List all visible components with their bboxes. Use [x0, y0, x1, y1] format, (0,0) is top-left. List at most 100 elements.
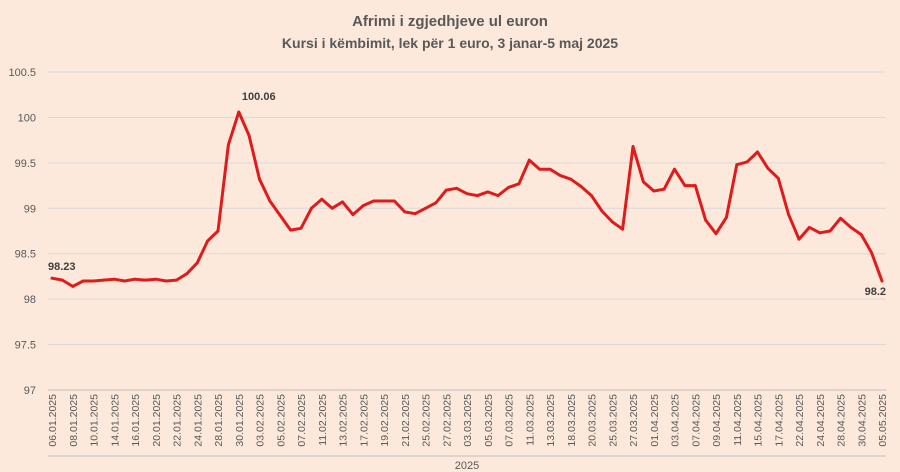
data-point: [226, 143, 230, 147]
data-point: [237, 110, 241, 114]
data-point: [880, 279, 884, 283]
data-point: [517, 182, 521, 186]
x-axis-label: 2025: [455, 460, 479, 472]
data-point: [154, 277, 158, 281]
data-point: [797, 237, 801, 241]
chart-subtitle: Kursi i këmbimit, lek për 1 euro, 3 jana…: [282, 35, 618, 51]
x-tick-label: 28.04.2025: [836, 394, 848, 447]
x-tick-label: 19.02.2025: [379, 394, 391, 447]
data-point: [50, 276, 54, 280]
data-point: [839, 216, 842, 220]
x-tick-label: 15.04.2025: [753, 394, 765, 447]
data-labels: 98.23 100.06 98.2: [48, 91, 886, 298]
x-tick-label: 27.03.2025: [628, 394, 640, 447]
data-point: [102, 278, 106, 282]
data-point: [413, 212, 417, 216]
data-point: [372, 199, 376, 203]
data-point: [579, 185, 583, 188]
data-point: [569, 177, 573, 181]
y-tick-label: 98.5: [15, 249, 36, 261]
data-label: 98.23: [48, 261, 76, 273]
data-point: [548, 167, 552, 171]
data-point: [683, 184, 687, 187]
x-tick-label: 09.04.2025: [711, 394, 723, 447]
data-point: [590, 194, 593, 197]
data-point: [361, 204, 365, 207]
data-point: [693, 184, 697, 187]
data-point: [60, 278, 64, 282]
data-point: [486, 190, 490, 194]
y-tick-label: 97: [24, 385, 36, 397]
x-tick-label: 11.02.2025: [317, 394, 329, 446]
data-point: [455, 186, 459, 190]
data-point: [112, 277, 116, 281]
data-point: [558, 174, 562, 177]
x-tick-label: 05.02.2025: [275, 394, 287, 447]
data-point: [299, 226, 303, 230]
data-point: [123, 279, 127, 283]
x-tick-label: 01.04.2025: [649, 394, 661, 447]
x-tick-label: 30.04.2025: [856, 394, 868, 447]
data-point: [143, 278, 147, 282]
x-tick-label: 21.02.2025: [400, 394, 412, 447]
data-point: [870, 251, 874, 255]
x-tick-label: 24.04.2025: [815, 394, 827, 447]
x-tick-label: 16.01.2025: [130, 394, 142, 447]
y-tick-label: 99.5: [15, 158, 36, 170]
data-point: [382, 199, 386, 203]
data-point: [631, 145, 635, 148]
data-point: [71, 285, 75, 288]
x-tick-label: 08.01.2025: [68, 394, 80, 447]
data-point: [652, 189, 656, 193]
data-point: [724, 215, 728, 219]
data-point: [787, 213, 791, 217]
x-tick-label: 17.02.2025: [358, 394, 370, 447]
x-tick-label: 18.03.2025: [566, 394, 578, 447]
data-label: 98.2: [865, 286, 886, 298]
x-tick-label: 11.04.2025: [732, 394, 744, 446]
data-point: [185, 272, 189, 276]
data-point: [175, 278, 178, 282]
data-point: [247, 134, 251, 138]
x-tick-label: 24.01.2025: [192, 394, 204, 447]
y-axis-ticks: 97 97.5 98 98.5 99 99.5 100 100.5: [8, 67, 36, 397]
data-point: [195, 261, 199, 265]
data-point: [673, 167, 676, 171]
x-tick-label: 03.03.2025: [462, 394, 474, 447]
x-axis-ticks: 06.01.2025 08.01.2025 10.01.2025 14.01.2025…: [47, 394, 889, 447]
x-tick-label: 28.01.2025: [213, 394, 225, 447]
data-point: [403, 210, 407, 214]
data-point: [735, 163, 739, 167]
data-point: [216, 229, 220, 233]
data-point: [527, 158, 531, 162]
data-point: [81, 279, 85, 283]
x-tick-label: 22.01.2025: [172, 394, 184, 447]
data-point: [818, 231, 822, 235]
x-tick-label: 27.02.2025: [441, 394, 453, 447]
data-point: [600, 209, 604, 213]
data-point: [434, 201, 438, 205]
data-point: [475, 194, 479, 197]
data-point: [538, 167, 542, 171]
y-tick-label: 98: [24, 294, 36, 306]
y-tick-label: 100: [18, 112, 36, 124]
x-tick-label: 05.05.2025: [877, 394, 889, 447]
x-tick-label: 10.01.2025: [89, 394, 101, 447]
x-tick-label: 06.01.2025: [47, 394, 59, 447]
data-point: [320, 197, 324, 201]
x-tick-label: 07.03.2025: [504, 394, 516, 447]
x-tick-label: 11.03.2025: [524, 394, 536, 446]
data-point: [289, 228, 293, 232]
data-point: [330, 206, 334, 210]
data-point: [258, 177, 261, 181]
y-tick-label: 99: [24, 203, 36, 215]
data-point: [351, 213, 355, 217]
data-point: [756, 150, 759, 154]
x-tick-label: 30.01.2025: [234, 394, 246, 447]
data-point: [610, 220, 614, 224]
x-tick-label: 22.04.2025: [794, 394, 806, 447]
data-point: [662, 187, 666, 191]
x-tick-label: 03.02.2025: [255, 394, 267, 447]
data-point: [776, 176, 780, 180]
x-tick-label: 20.03.2025: [587, 394, 599, 447]
